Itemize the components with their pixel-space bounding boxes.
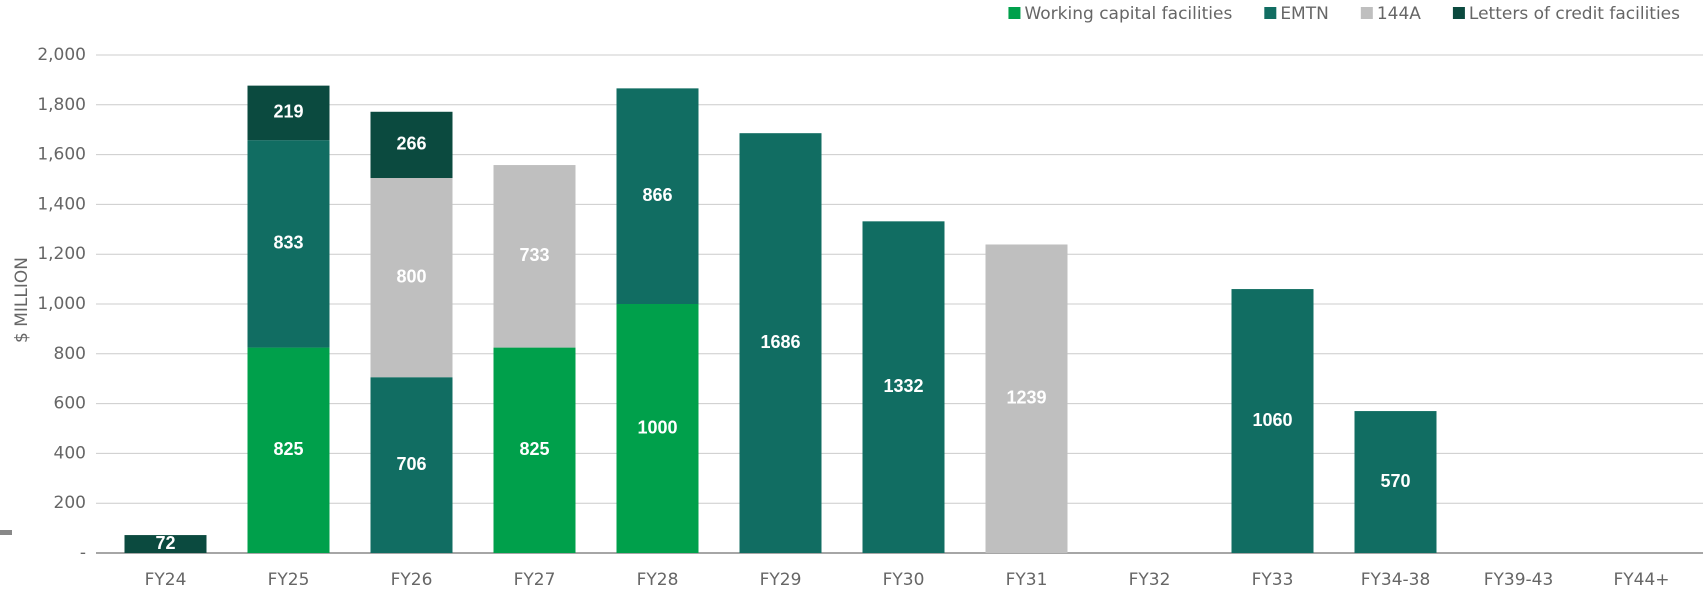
value-label: 833 <box>273 233 303 253</box>
x-tick-label: FY28 <box>637 570 679 590</box>
value-label: 72 <box>155 533 175 553</box>
y-tick-label: 1,400 <box>37 194 86 214</box>
bar-segment <box>616 304 699 553</box>
value-label: 1686 <box>760 332 800 352</box>
value-label: 219 <box>273 102 303 122</box>
value-label: 1332 <box>883 376 923 396</box>
value-label: 266 <box>396 134 426 154</box>
x-tick-label: FY31 <box>1006 570 1048 590</box>
value-label: 1060 <box>1252 410 1292 430</box>
legend-swatch <box>1008 7 1021 19</box>
x-tick-label: FY25 <box>268 570 310 590</box>
bar-segment <box>862 221 945 553</box>
bar-segment <box>493 347 576 553</box>
x-tick-label: FY44+ <box>1613 570 1669 590</box>
bar-segment <box>1354 411 1437 553</box>
x-tick-label: FY32 <box>1129 570 1171 590</box>
x-tick-label: FY33 <box>1252 570 1294 590</box>
x-tick-label: FY34-38 <box>1361 570 1431 590</box>
value-label: 733 <box>519 245 549 265</box>
bar-segment <box>493 165 576 348</box>
y-tick-label: 400 <box>54 443 86 463</box>
value-label: 1239 <box>1006 387 1046 407</box>
y-tick-label: 600 <box>54 394 86 414</box>
x-tick-label: FY27 <box>514 570 556 590</box>
bar-segment <box>739 133 822 553</box>
bar-segment <box>370 178 453 378</box>
y-tick-label: 1,200 <box>37 244 86 264</box>
y-tick-label: 1,000 <box>37 294 86 314</box>
bar-segment <box>1231 289 1314 553</box>
value-label: 570 <box>1380 471 1410 491</box>
value-label: 866 <box>642 185 672 205</box>
y-tick-label: 200 <box>54 493 86 513</box>
bar-segment <box>370 111 453 179</box>
y-tick-label: 1,600 <box>37 145 86 165</box>
legend-label: 144A <box>1377 4 1421 24</box>
bar-segment <box>370 377 453 553</box>
legend-label: EMTN <box>1280 4 1329 24</box>
x-tick-label: FY39-43 <box>1484 570 1554 590</box>
bar-segment <box>616 88 699 304</box>
x-tick-label: FY26 <box>391 570 433 590</box>
bar-segment <box>247 140 330 348</box>
value-label: 825 <box>273 439 303 459</box>
x-tick-label: FY29 <box>760 570 802 590</box>
value-label: 706 <box>396 454 426 474</box>
value-label: 825 <box>519 439 549 459</box>
legend-swatch <box>1452 7 1465 19</box>
legend-swatch <box>1360 7 1373 19</box>
bar-segment <box>124 535 207 553</box>
decor-mark <box>0 530 12 535</box>
y-axis-label: $ MILLION <box>12 257 32 343</box>
value-label: 800 <box>396 266 426 286</box>
bar-segment <box>247 85 330 141</box>
legend-swatch <box>1264 7 1277 19</box>
y-tick-label: 800 <box>54 344 86 364</box>
y-tick-label: - <box>80 543 86 563</box>
x-tick-label: FY30 <box>883 570 925 590</box>
y-tick-label: 1,800 <box>37 95 86 115</box>
bar-segment <box>247 347 330 553</box>
legend-label: Working capital facilities <box>1024 4 1232 24</box>
value-label: 1000 <box>637 417 677 437</box>
y-tick-label: 2,000 <box>37 45 86 65</box>
legend-label: Letters of credit facilities <box>1469 4 1680 24</box>
bar-segment <box>985 244 1068 553</box>
x-tick-label: FY24 <box>145 570 187 590</box>
